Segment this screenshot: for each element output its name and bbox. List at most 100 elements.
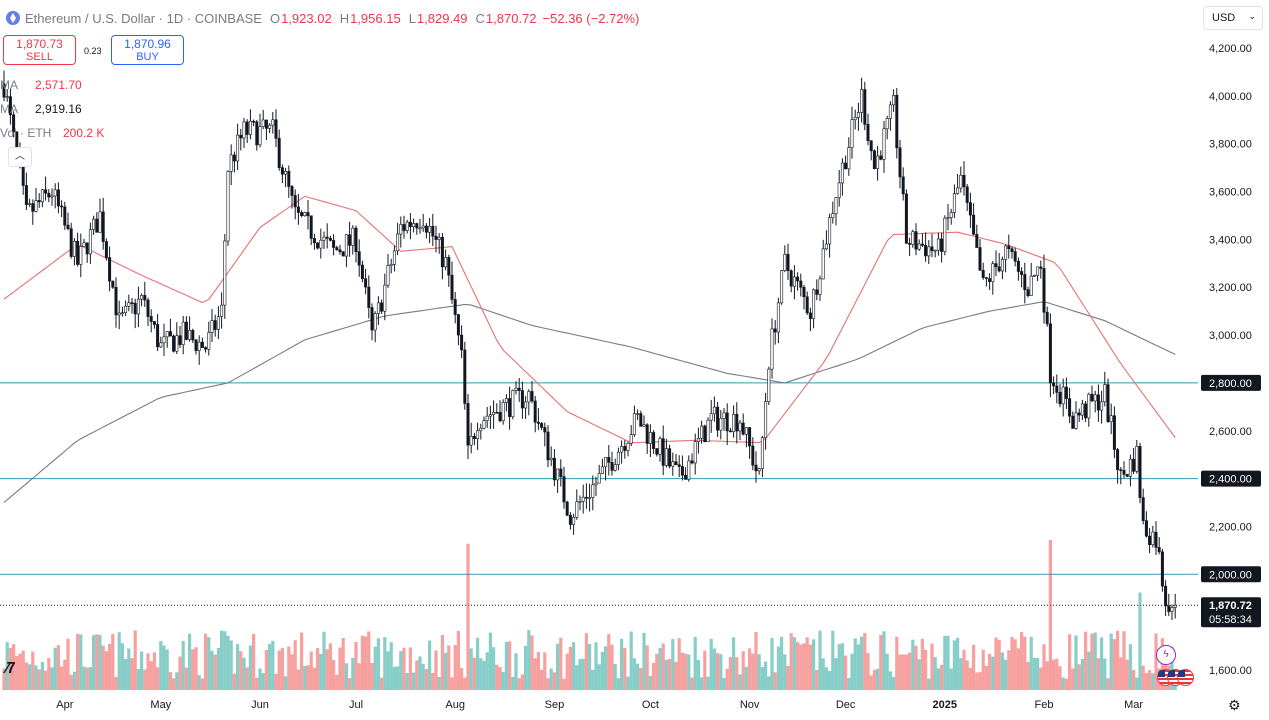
candle-body [808, 312, 812, 319]
y-tick-label: 3,800.00 [1209, 139, 1252, 151]
candle-body [1042, 268, 1046, 313]
volume-bar [418, 656, 422, 690]
candle-body [632, 413, 636, 435]
candle-body [197, 341, 201, 351]
candle-body [664, 448, 668, 466]
candle-body [376, 302, 380, 314]
candle-body [1055, 385, 1059, 393]
volume-bar [885, 653, 889, 690]
volume-bar [245, 667, 249, 690]
candle-body [904, 193, 908, 244]
candle-body [700, 425, 704, 439]
candle-body [908, 243, 912, 245]
volume-bar [1141, 665, 1145, 690]
candle-body [1090, 393, 1094, 402]
volume-bar [776, 646, 780, 690]
volume-bar [562, 678, 566, 690]
x-tick-label: Dec [836, 699, 856, 711]
time-axis[interactable]: Apr May Jun Jul Aug Sep Oct Nov Dec 2025 Feb Mar [56, 699, 1143, 711]
volume-bar [962, 649, 966, 690]
volume-bar [357, 663, 361, 690]
volume-bar [120, 643, 124, 690]
candle-body [680, 466, 684, 476]
volume-bar [530, 635, 534, 690]
us-flag-icon[interactable] [1157, 669, 1197, 686]
volume-bar [1087, 651, 1091, 690]
candle-body [757, 468, 761, 472]
volume-bar [949, 668, 953, 690]
candle-body [431, 225, 435, 237]
volume-bar [546, 678, 550, 690]
candle-body [687, 460, 691, 480]
volume-bar [175, 672, 179, 690]
y-tick-label: 3,200.00 [1209, 282, 1252, 294]
lightning-icon[interactable]: ϟ [1156, 645, 1176, 665]
volume-bar [492, 647, 496, 690]
buy-price: 1,870.96 [124, 37, 171, 51]
volume-bar [1058, 666, 1062, 690]
candle-body [159, 342, 163, 348]
volume-bar [354, 641, 358, 690]
candle-body [1007, 245, 1011, 249]
candle-body [578, 501, 582, 503]
candle-body [140, 295, 144, 300]
currency-select[interactable]: USD ⌄ [1203, 6, 1263, 30]
candle-body [594, 482, 598, 486]
candle-body [1164, 585, 1168, 607]
volume-bar [792, 637, 796, 690]
sell-price: 1,870.73 [16, 37, 63, 51]
symbol-title[interactable]: Ethereum / U.S. Dollar · 1D · COINBASE [25, 10, 262, 26]
candle-body [732, 413, 736, 433]
volume-bar [316, 648, 320, 690]
volume-bar [850, 653, 854, 690]
volume-bar [242, 657, 246, 690]
volume-bar [828, 670, 832, 690]
sell-button[interactable]: 1,870.73 SELL [3, 35, 76, 65]
volume-bar [978, 672, 982, 690]
candle-body [604, 457, 608, 468]
volume-bar [607, 634, 611, 690]
volume-bar [786, 665, 790, 690]
volume-bar [322, 631, 326, 690]
candle-body [34, 200, 38, 212]
collapse-legend-button[interactable]: ︿ [8, 147, 32, 167]
spread-value: 0.23 [84, 46, 102, 56]
indicator-ma-fast[interactable]: MA 2,571.70 [0, 76, 82, 94]
volume-bar [287, 646, 291, 690]
volume-bar [748, 648, 752, 690]
candle-body [367, 286, 371, 308]
volume-bar [223, 631, 227, 690]
sell-label: SELL [26, 51, 53, 63]
candle-body [668, 448, 672, 467]
candle-body [204, 347, 208, 350]
volume-bar [444, 652, 448, 690]
volume-bar [428, 640, 432, 690]
candle-body [997, 266, 1001, 272]
candle-body [911, 231, 915, 245]
volume-bar [255, 677, 259, 690]
volume-bar [847, 678, 851, 690]
volume-bar [383, 637, 387, 690]
candle-body [869, 140, 873, 152]
candle-body [1093, 394, 1097, 402]
candle-body [872, 150, 876, 170]
volume-bar [344, 663, 348, 690]
volume-bar [1144, 673, 1148, 690]
indicator-ma-slow[interactable]: MA 2,919.16 [0, 100, 82, 118]
volume-bar [908, 652, 912, 690]
candle-body [764, 401, 768, 439]
volume-bar [341, 638, 345, 690]
volume-bar [1048, 540, 1052, 690]
gear-icon[interactable]: ⚙ [1228, 697, 1241, 713]
candle-body [200, 341, 204, 348]
y-tick-label: 3,400.00 [1209, 234, 1252, 246]
indicator-volume[interactable]: Vol · ETH 200.2 K [0, 124, 104, 142]
volume-bar [130, 658, 134, 690]
tradingview-logo-icon[interactable]: ⁄7 [6, 660, 15, 677]
candle-body [402, 224, 406, 231]
candle-body [60, 205, 64, 208]
candle-body [930, 246, 934, 251]
buy-button[interactable]: 1,870.96 BUY [111, 35, 184, 65]
candle-body [332, 240, 336, 248]
